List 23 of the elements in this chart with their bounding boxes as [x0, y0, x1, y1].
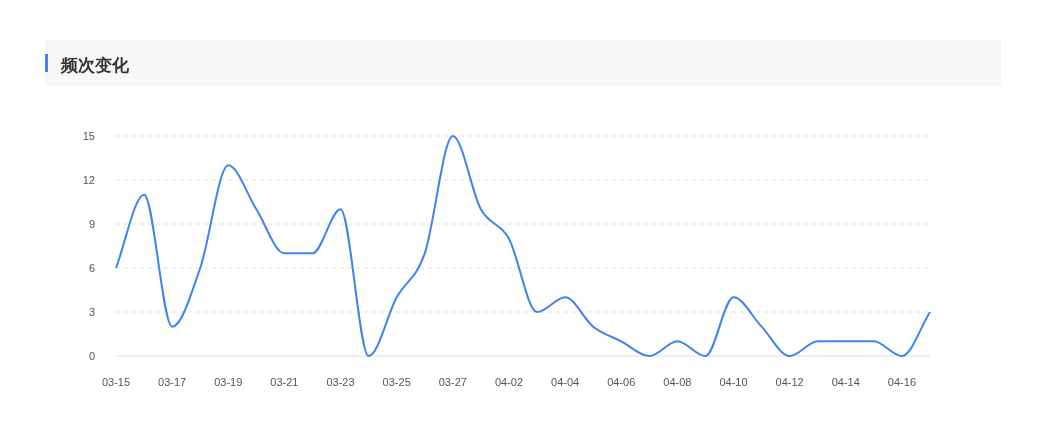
x-tick-label: 04-10 — [719, 376, 748, 388]
x-tick-label: 03-17 — [158, 376, 187, 388]
x-tick-label: 03-25 — [382, 376, 411, 388]
x-tick-label: 04-16 — [887, 376, 916, 388]
y-tick-label: 15 — [82, 130, 95, 142]
y-tick-label: 6 — [88, 262, 95, 274]
x-tick-label: 03-21 — [270, 376, 299, 388]
x-tick-label: 03-15 — [101, 376, 131, 388]
x-tick-label: 03-23 — [326, 376, 355, 388]
y-tick-label: 3 — [88, 306, 95, 318]
x-tick-label: 04-12 — [775, 376, 804, 388]
line-series — [115, 135, 931, 357]
y-tick-label: 12 — [82, 174, 95, 186]
x-tick-label: 03-27 — [438, 376, 467, 388]
y-tick-label: 9 — [88, 218, 95, 230]
x-tick-label: 04-04 — [551, 376, 580, 388]
x-tick-label: 04-14 — [831, 376, 860, 388]
x-tick-label: 04-08 — [663, 376, 692, 388]
x-tick-label: 04-02 — [494, 376, 524, 388]
x-tick-label: 03-19 — [214, 376, 243, 388]
x-tick-label: 04-06 — [607, 376, 636, 388]
y-tick-label: 0 — [88, 350, 95, 362]
chart-title: 频次变化 — [60, 56, 130, 75]
